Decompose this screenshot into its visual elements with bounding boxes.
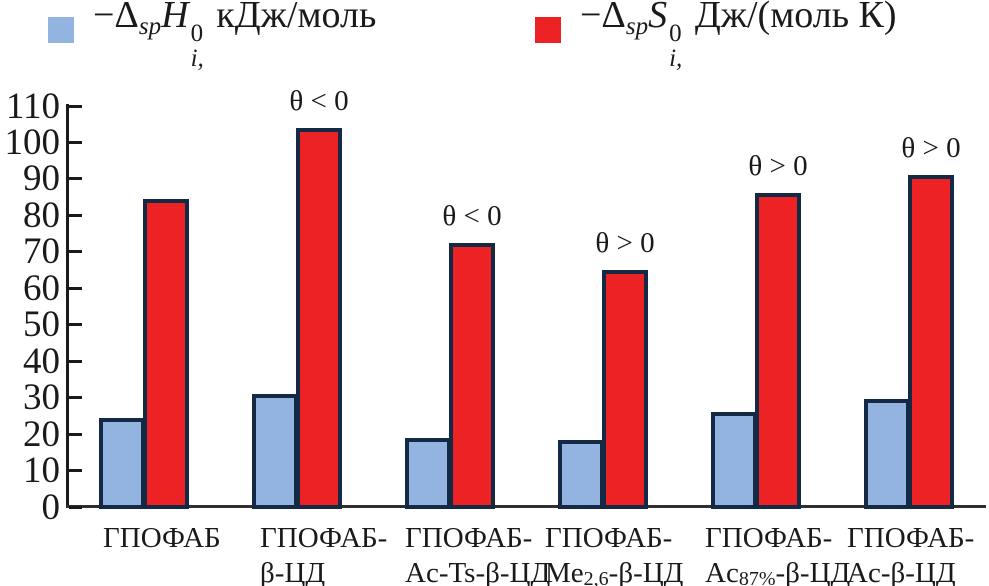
category-label-text: ГПОФАБ-	[705, 522, 833, 554]
legend-sub: i,	[190, 45, 204, 72]
category-label-text: Ac-Ts-β-ЦД	[405, 557, 551, 586]
y-tick-label: 90	[23, 158, 60, 200]
y-tick-label: 70	[23, 231, 60, 273]
category-label-text: β-ЦД	[260, 557, 326, 586]
bar-h-5	[864, 399, 910, 509]
y-tick	[69, 359, 82, 363]
y-tick	[69, 505, 82, 509]
legend-variable: S	[648, 0, 668, 36]
y-tick	[69, 140, 82, 144]
y-tick-label: 40	[23, 340, 60, 382]
category-label-text: ГПОФАБ	[103, 522, 221, 554]
category-label-text: Me	[545, 557, 584, 586]
category-label-text: -β-ЦД	[775, 557, 851, 586]
y-tick	[69, 104, 82, 108]
bar-h-2	[405, 437, 451, 509]
y-tick	[69, 177, 82, 181]
bar-h-0	[99, 417, 145, 509]
legend-sub: i,	[669, 45, 683, 72]
theta-annotation: θ < 0	[289, 84, 349, 117]
legend-supsub: 0 i,	[669, 21, 682, 71]
y-tick-label: 20	[23, 413, 60, 455]
y-tick	[69, 286, 82, 290]
category-label-subscript: 87%	[738, 568, 776, 586]
y-tick-label: 100	[4, 121, 61, 163]
theta-annotation: θ > 0	[901, 132, 961, 165]
x-category-label: ГПОФАБ- Ac-β-ЦД	[847, 521, 974, 586]
legend-variable: H	[161, 0, 189, 36]
y-tick-label: 80	[23, 194, 60, 236]
category-label-text: Ac-β-ЦД	[847, 557, 956, 586]
y-tick	[69, 250, 82, 254]
y-tick-label: 10	[23, 450, 60, 492]
legend-units: кДж/моль	[206, 0, 377, 36]
bar-s-4	[755, 193, 801, 509]
x-category-label: ГПОФАБ- Ac87%-β-ЦД	[705, 521, 850, 586]
legend-item-entropy: −ΔspS 0 i, Дж/(моль К)	[535, 0, 897, 71]
enthalpy-swatch	[48, 17, 74, 43]
legend-label-entropy: −ΔspS 0 i, Дж/(моль К)	[580, 0, 897, 71]
theta-annotation: θ < 0	[442, 199, 502, 232]
y-tick	[69, 469, 82, 473]
category-label-text: ГПОФАБ-	[545, 522, 673, 554]
y-tick-label: 0	[41, 486, 61, 528]
bar-s-2	[449, 242, 495, 509]
bar-s-1	[296, 127, 342, 509]
legend-prefix-sub: sp	[625, 13, 649, 40]
legend-sup: 0	[190, 20, 204, 47]
y-tick-label: 60	[23, 267, 60, 309]
theta-annotation: θ > 0	[748, 150, 808, 183]
category-label-text: ГПОФАБ-	[847, 522, 975, 554]
bar-h-3	[558, 439, 604, 509]
legend-label-enthalpy: −ΔspH 0 i, кДж/моль	[93, 0, 376, 71]
x-axis	[66, 505, 986, 508]
y-tick	[69, 396, 82, 400]
category-label-text: Ac	[705, 557, 739, 586]
category-label-text: ГПОФАБ-	[260, 522, 388, 554]
bar-h-1	[252, 393, 298, 509]
bar-s-0	[143, 198, 189, 509]
x-category-label: ГПОФАБ- Ac-Ts-β-ЦД	[405, 521, 550, 586]
bar-h-4	[711, 412, 757, 509]
y-axis	[66, 104, 69, 508]
entropy-swatch	[535, 17, 561, 43]
y-tick	[69, 213, 82, 217]
x-category-label: ГПОФАБ-β-ЦД	[260, 521, 387, 586]
bar-s-3	[602, 270, 648, 509]
y-tick-label: 30	[23, 377, 60, 419]
y-tick	[69, 323, 82, 327]
legend-item-enthalpy: −ΔspH 0 i, кДж/моль	[48, 0, 376, 71]
category-label-subscript: 2,6	[583, 568, 609, 586]
y-tick-label: 110	[5, 85, 60, 127]
theta-annotation: θ > 0	[595, 227, 655, 260]
category-label-text: -β-ЦД	[608, 557, 684, 586]
legend-sup: 0	[669, 20, 682, 47]
legend-supsub: 0 i,	[191, 21, 204, 71]
x-category-label: ГПОФАБ- Me2,6-β-ЦД	[545, 521, 683, 586]
bar-s-5	[908, 175, 954, 509]
y-tick	[69, 432, 82, 436]
legend-prefix: −Δ	[93, 0, 139, 36]
y-tick-label: 50	[23, 304, 60, 346]
category-label-text: ГПОФАБ-	[405, 522, 533, 554]
legend-prefix-sub: sp	[138, 13, 162, 40]
x-category-label: ГПОФАБ	[103, 521, 221, 556]
legend-units: Дж/(моль К)	[685, 0, 897, 36]
legend-prefix: −Δ	[580, 0, 626, 36]
